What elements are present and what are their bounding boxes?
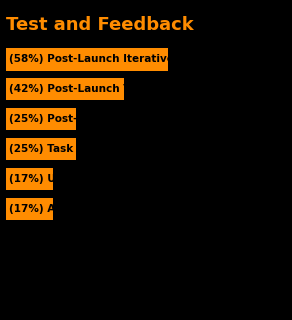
Text: (25%) Post-Launch Survey: (25%) Post-Launch Survey	[9, 114, 164, 124]
Text: (17%) Acceptance Testing: (17%) Acceptance Testing	[9, 204, 161, 214]
Text: Test and Feedback: Test and Feedback	[6, 16, 194, 34]
Text: (58%) Post-Launch Iterative Design: (58%) Post-Launch Iterative Design	[9, 54, 218, 64]
Bar	[6, 78, 124, 100]
Bar	[6, 138, 76, 160]
Text: (17%) Usability Testing: (17%) Usability Testing	[9, 174, 145, 184]
Text: (25%) Task Analysis: (25%) Task Analysis	[9, 144, 125, 154]
Bar	[6, 168, 53, 190]
Bar	[6, 48, 168, 70]
Bar	[6, 108, 76, 130]
Text: (42%) Post-Launch Testing: (42%) Post-Launch Testing	[9, 84, 166, 94]
Bar	[6, 198, 53, 220]
